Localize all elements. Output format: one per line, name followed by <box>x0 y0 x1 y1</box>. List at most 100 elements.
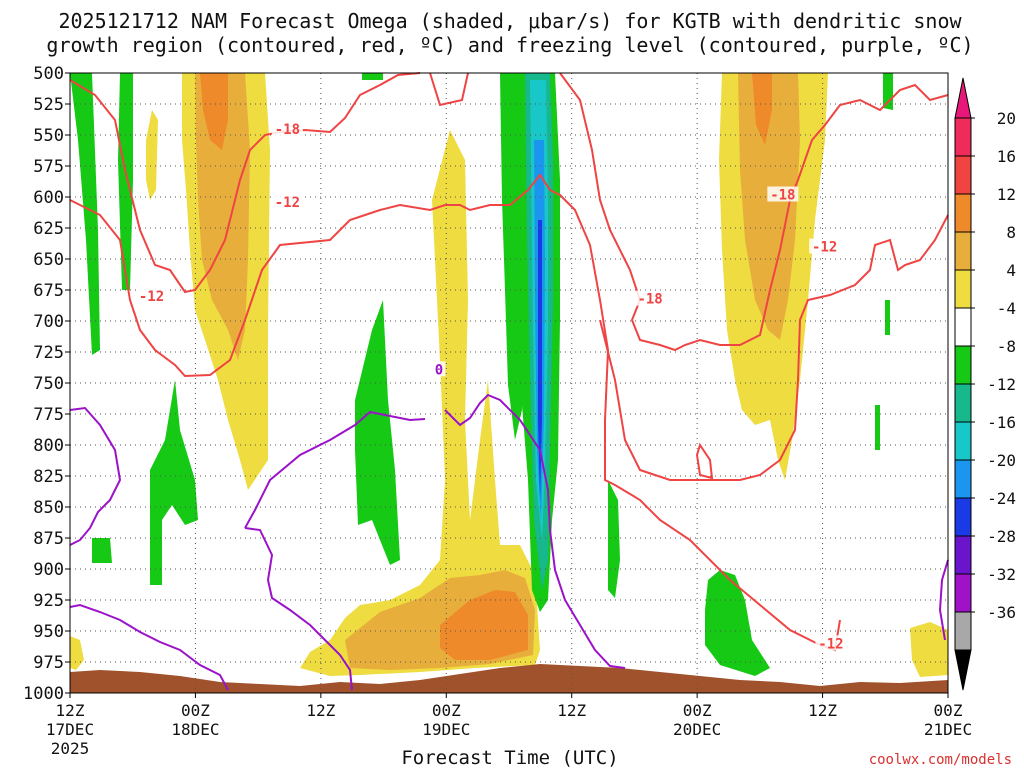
dgz-contours <box>69 72 949 652</box>
colorbar-label: -4 <box>997 299 1016 318</box>
y-tick-label: 525 <box>33 95 64 115</box>
contour-label-bg <box>271 193 303 209</box>
omega-band-orange-left <box>195 73 250 360</box>
contour-labels: -18 -12 -12 -18 -12 -18 -12 0 <box>136 120 847 652</box>
chart-title: 2025121712 NAM Forecast Omega (shaded, μ… <box>58 9 962 33</box>
colorbar-segment <box>954 383 972 423</box>
omega-core-orange-center <box>440 590 528 660</box>
contour-label-bg <box>815 635 847 651</box>
y-tick-label: 775 <box>33 405 64 425</box>
colorbar-top-arrow <box>954 77 972 119</box>
colorbar-segment <box>954 231 972 271</box>
chart-subtitle: growth region (contoured, red, ºC) and f… <box>46 33 973 57</box>
colorbar-label: -28 <box>987 527 1016 546</box>
omega-band-green-strip-2 <box>118 73 133 290</box>
colorbar-label: -36 <box>987 603 1016 622</box>
colorbar-bottom-arrow <box>954 649 972 691</box>
y-tick-label: 875 <box>33 529 64 549</box>
x-tick-label-top: 00Z <box>432 701 461 720</box>
dotted-grid <box>70 73 948 693</box>
colorbar-label: 4 <box>1006 261 1016 280</box>
y-tick-label: 975 <box>33 653 64 673</box>
x-tick-label-mid: 18DEC <box>171 720 219 739</box>
omega-band-orange-right <box>738 73 800 340</box>
contour-label: -12 <box>275 195 300 211</box>
contour-label-bg <box>432 361 446 377</box>
contour-label: -12 <box>818 636 843 652</box>
colorbar-label: -12 <box>987 375 1016 394</box>
colorbar-label: -16 <box>987 413 1016 432</box>
terrain-ground <box>70 664 948 693</box>
colorbar: 20 16 12 8 4 -4 -8 -12 -16 -20 -24 -28 -32 -36 <box>954 77 1016 691</box>
colorbar-segment <box>954 155 972 195</box>
freezing-level-contours <box>69 393 949 691</box>
contour-label-bg <box>136 288 168 304</box>
y-tick-label: 800 <box>33 436 64 456</box>
colorbar-segment <box>954 573 972 613</box>
y-tick-label: 900 <box>33 560 64 580</box>
x-tick-label-mid: 17DEC <box>46 720 94 739</box>
contour-minus18-right <box>279 72 949 352</box>
contour-label-bg <box>634 290 666 306</box>
credit-link[interactable]: coolwx.com/models <box>869 752 1012 768</box>
contour-zero-left-upper <box>69 406 122 546</box>
y-tick-label: 575 <box>33 157 64 177</box>
colorbar-label: 12 <box>997 185 1016 204</box>
omega-band-yellow-center <box>300 130 540 676</box>
x-tick-label-top: 12Z <box>306 701 335 720</box>
y-tick-label: 825 <box>33 467 64 487</box>
x-tick-label-bot: 2025 <box>51 739 90 758</box>
x-tick-label-top: 00Z <box>934 701 963 720</box>
contour-label-bg <box>809 238 841 254</box>
y-tick-label: 600 <box>33 188 64 208</box>
x-axis-label: Forecast Time (UTC) <box>401 747 618 768</box>
omega-shading <box>70 73 948 677</box>
y-tick-label: 625 <box>33 219 64 239</box>
contour-zero-main <box>244 393 626 691</box>
contour-minus18-left <box>69 79 281 294</box>
y-tick-label: 725 <box>33 343 64 363</box>
omega-band-yellow-bottom-right <box>910 622 948 677</box>
x-tick-label-top: 00Z <box>181 701 210 720</box>
omega-band-green-small-2 <box>92 538 112 563</box>
y-tick-label: 550 <box>33 126 64 146</box>
y-tick-label: 750 <box>33 374 64 394</box>
contour-label: -18 <box>275 122 300 138</box>
contour-zero-far-right <box>938 559 949 641</box>
colorbar-label: 20 <box>997 109 1016 128</box>
contour-label: -18 <box>770 188 795 204</box>
contour-minus12-left <box>69 173 841 652</box>
colorbar-segment <box>954 421 972 461</box>
colorbar-segment <box>954 117 972 157</box>
omega-band-green-small-1 <box>362 73 383 80</box>
contour-label: -18 <box>637 292 662 308</box>
x-tick-label-top: 12Z <box>808 701 837 720</box>
contour-label: 0 <box>435 362 443 378</box>
y-tick-label: 850 <box>33 498 64 518</box>
y-tick-label: 500 <box>33 64 64 84</box>
colorbar-segment <box>954 307 972 347</box>
y-tick-label: 675 <box>33 281 64 301</box>
y-tick-label: 1000 <box>23 684 64 704</box>
x-tick-label-top: 12Z <box>56 701 85 720</box>
contour-label: -12 <box>139 289 164 305</box>
y-tick-label: 925 <box>33 591 64 611</box>
contour-label-bg <box>271 120 303 136</box>
omega-band-green-small-5 <box>885 300 890 335</box>
colorbar-segment <box>954 269 972 309</box>
contour-label: -12 <box>812 240 837 256</box>
colorbar-label: -24 <box>987 489 1016 508</box>
x-tick-label-top: 00Z <box>683 701 712 720</box>
x-tick-label-mid: 20DEC <box>673 720 721 739</box>
omega-band-green-strip-4 <box>355 300 400 565</box>
x-tick-label-top: 12Z <box>557 701 586 720</box>
contour-zero-left-lower <box>69 603 229 691</box>
plot-area: -18 -12 -12 -18 -12 -18 -12 0 <box>69 72 949 694</box>
colorbar-segment <box>954 345 972 385</box>
omega-core-orange-left <box>200 73 228 150</box>
omega-core-orange-right <box>752 73 772 145</box>
pressure-axis: 500 525 550 575 600 625 650 675 700 725 750 775 800 8… <box>23 64 70 704</box>
colorbar-label: -32 <box>987 565 1016 584</box>
contour-minus12-small-loop <box>695 442 714 480</box>
